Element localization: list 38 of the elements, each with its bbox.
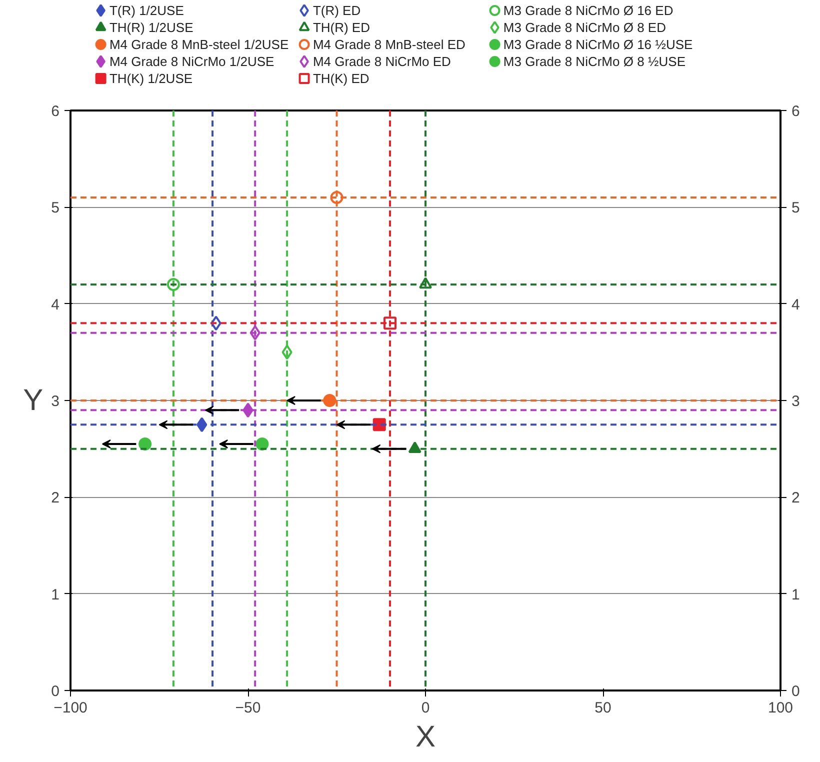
legend-label: M4 Grade 8 MnB-steel ED bbox=[312, 37, 466, 52]
x-tick-label: −100 bbox=[54, 700, 88, 716]
legend-label: M4 Grade 8 MnB-steel 1/2USE bbox=[109, 37, 289, 52]
point bbox=[138, 438, 152, 450]
y-tick-label: 2 bbox=[51, 490, 60, 507]
point bbox=[256, 438, 269, 450]
y-tick-label: 5 bbox=[51, 200, 60, 217]
x-tick-label: 100 bbox=[768, 700, 794, 716]
y-tick-label: 6 bbox=[51, 103, 60, 120]
y2-tick-label: 5 bbox=[792, 200, 800, 217]
point bbox=[196, 417, 208, 432]
legend-label: T(R) ED bbox=[312, 3, 361, 18]
x-axis-title: X bbox=[415, 720, 436, 754]
legend-label: M3 Grade 8 NiCrMo Ø 16 ½USE bbox=[503, 37, 694, 52]
y2-tick-label: 3 bbox=[792, 393, 800, 410]
y2-tick-label: 6 bbox=[792, 103, 800, 120]
legend-label: M4 Grade 8 NiCrMo ED bbox=[312, 54, 451, 69]
y2-tick-label: 2 bbox=[792, 490, 800, 507]
x-tick-label: −50 bbox=[235, 700, 261, 716]
y-tick-label: 4 bbox=[51, 296, 60, 314]
legend-label: M3 Grade 8 NiCrMo Ø 16 ED bbox=[503, 3, 674, 18]
legend-label: TH(R) ED bbox=[312, 20, 370, 35]
y-tick-label: 0 bbox=[51, 683, 60, 700]
legend-label: M4 Grade 8 NiCrMo 1/2USE bbox=[109, 54, 275, 69]
y-axis-title: Y bbox=[23, 384, 44, 417]
x-tick-label: 50 bbox=[594, 700, 612, 716]
legend-label: TH(R) 1/2USE bbox=[109, 20, 194, 35]
legend-label: TH(K) 1/2USE bbox=[109, 71, 193, 86]
y-tick-label: 1 bbox=[51, 586, 60, 604]
y2-tick-label: 1 bbox=[792, 586, 800, 604]
y2-tick-label: 0 bbox=[792, 683, 800, 700]
legend-label: M3 Grade 8 NiCrMo Ø 8 ½USE bbox=[503, 54, 686, 69]
legend-label: T(R) 1/2USE bbox=[109, 3, 184, 18]
legend-label: M3 Grade 8 NiCrMo Ø 8 ED bbox=[503, 20, 666, 35]
x-tick-label: 0 bbox=[421, 700, 430, 716]
y2-tick-label: 4 bbox=[792, 296, 800, 314]
legend-label: TH(K) ED bbox=[312, 71, 370, 86]
y-tick-label: 3 bbox=[51, 393, 60, 410]
